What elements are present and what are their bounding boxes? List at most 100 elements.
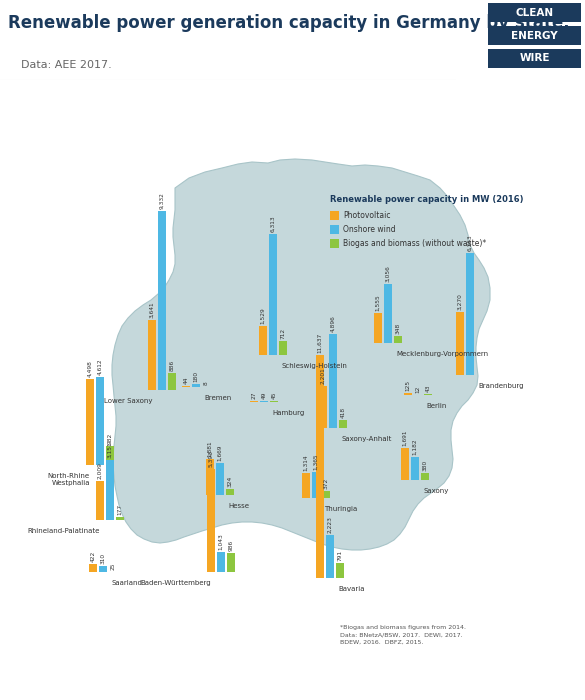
Bar xyxy=(217,552,225,572)
Text: 1,043: 1,043 xyxy=(219,533,223,550)
Text: 372: 372 xyxy=(324,477,329,489)
Bar xyxy=(404,393,412,395)
Text: 886: 886 xyxy=(170,360,174,371)
Text: 1,555: 1,555 xyxy=(376,295,380,312)
Text: 49: 49 xyxy=(261,391,267,399)
Text: 380: 380 xyxy=(422,459,428,470)
Bar xyxy=(302,473,310,498)
Text: Rhineland-Palatinate: Rhineland-Palatinate xyxy=(27,528,100,534)
Text: 3,151: 3,151 xyxy=(108,441,112,458)
Bar xyxy=(226,489,234,495)
Text: Onshore wind: Onshore wind xyxy=(343,225,395,234)
Text: Brandenburg: Brandenburg xyxy=(478,383,524,389)
Text: North-Rhine
Westphalia: North-Rhine Westphalia xyxy=(48,473,90,486)
Bar xyxy=(216,463,224,495)
Text: Biogas and biomass (without waste)*: Biogas and biomass (without waste)* xyxy=(343,239,486,248)
Text: Bremen: Bremen xyxy=(204,395,231,401)
Bar xyxy=(330,211,339,220)
Text: Photovoltaic: Photovoltaic xyxy=(343,211,391,220)
Bar xyxy=(182,386,190,387)
Text: 422: 422 xyxy=(91,551,95,562)
Bar xyxy=(207,468,215,572)
Text: 3,270: 3,270 xyxy=(457,293,463,310)
Text: CLEAN: CLEAN xyxy=(516,8,554,18)
Bar xyxy=(270,401,278,402)
Bar xyxy=(456,312,464,375)
Text: 1,365: 1,365 xyxy=(314,453,318,470)
Bar xyxy=(424,394,432,395)
Text: 9,332: 9,332 xyxy=(160,193,164,209)
Bar xyxy=(394,336,402,343)
Text: *Biogas and biomass figures from 2014.
Data: BNetzA/BSW, 2017.  DEWI, 2017.
BDEW: *Biogas and biomass figures from 2014. D… xyxy=(340,625,466,645)
Bar xyxy=(106,460,114,520)
Text: Berlin: Berlin xyxy=(426,403,446,409)
Text: 180: 180 xyxy=(194,370,198,382)
Bar xyxy=(336,563,344,578)
Text: 6,363: 6,363 xyxy=(467,234,473,251)
Text: 5,393: 5,393 xyxy=(208,450,214,467)
Bar xyxy=(384,284,392,343)
Text: Renewable power capacity in MW (2016): Renewable power capacity in MW (2016) xyxy=(330,195,524,204)
Bar xyxy=(106,446,114,465)
Text: 986: 986 xyxy=(229,540,233,551)
Bar xyxy=(227,553,235,572)
Bar xyxy=(316,355,324,578)
Text: 324: 324 xyxy=(228,475,232,486)
Text: 4,498: 4,498 xyxy=(88,360,92,377)
Bar xyxy=(312,472,320,498)
Bar xyxy=(322,491,330,498)
Text: 177: 177 xyxy=(118,503,122,514)
Text: WIRE: WIRE xyxy=(519,53,550,64)
Text: 418: 418 xyxy=(340,407,346,418)
Bar xyxy=(86,379,94,465)
Text: 1,691: 1,691 xyxy=(402,429,408,446)
Text: Baden-Württemberg: Baden-Württemberg xyxy=(140,580,211,586)
Text: 1,881: 1,881 xyxy=(208,440,212,457)
Text: 348: 348 xyxy=(395,323,401,335)
Bar xyxy=(339,420,347,428)
Bar xyxy=(330,225,339,234)
Text: 982: 982 xyxy=(108,433,112,445)
Text: 2,009: 2,009 xyxy=(98,463,102,480)
Text: ENERGY: ENERGY xyxy=(511,31,558,41)
Text: Renewable power generation capacity in Germany by state.: Renewable power generation capacity in G… xyxy=(8,15,570,32)
Text: Mecklenburg-Vorpommern: Mecklenburg-Vorpommern xyxy=(396,351,488,357)
Text: 6,313: 6,313 xyxy=(270,216,276,232)
Bar xyxy=(466,253,474,375)
Bar xyxy=(279,342,287,355)
Bar xyxy=(319,386,327,428)
Bar xyxy=(192,384,200,387)
Text: 2,201: 2,201 xyxy=(321,367,325,384)
Text: Bavaria: Bavaria xyxy=(338,586,364,592)
Bar xyxy=(488,49,581,68)
Text: 11,637: 11,637 xyxy=(318,332,322,353)
Text: 2,223: 2,223 xyxy=(328,517,332,533)
Text: Schleswig-Holstein: Schleswig-Holstein xyxy=(281,363,347,369)
Bar xyxy=(148,320,156,390)
Polygon shape xyxy=(112,159,490,550)
Text: 712: 712 xyxy=(280,328,285,339)
Bar xyxy=(374,313,382,343)
Text: 8: 8 xyxy=(204,381,208,385)
Bar xyxy=(330,239,339,248)
Text: 45: 45 xyxy=(271,391,277,399)
Text: 1,314: 1,314 xyxy=(304,454,308,471)
Text: 1,529: 1,529 xyxy=(260,307,266,323)
Text: Lower Saxony: Lower Saxony xyxy=(104,398,152,404)
Bar xyxy=(168,373,176,390)
Bar xyxy=(206,459,214,495)
Bar xyxy=(96,377,104,465)
Bar xyxy=(329,334,337,428)
Text: 12: 12 xyxy=(415,386,421,393)
Text: 3,641: 3,641 xyxy=(150,302,154,318)
Text: 4,896: 4,896 xyxy=(331,316,336,332)
Bar xyxy=(488,26,581,46)
Bar xyxy=(259,326,267,355)
Text: Thuringia: Thuringia xyxy=(324,506,357,512)
Text: Saxony: Saxony xyxy=(423,488,448,494)
Text: 310: 310 xyxy=(101,553,105,564)
Bar xyxy=(99,566,107,572)
Bar xyxy=(89,564,97,572)
Text: 27: 27 xyxy=(252,392,256,400)
Bar xyxy=(488,4,581,22)
